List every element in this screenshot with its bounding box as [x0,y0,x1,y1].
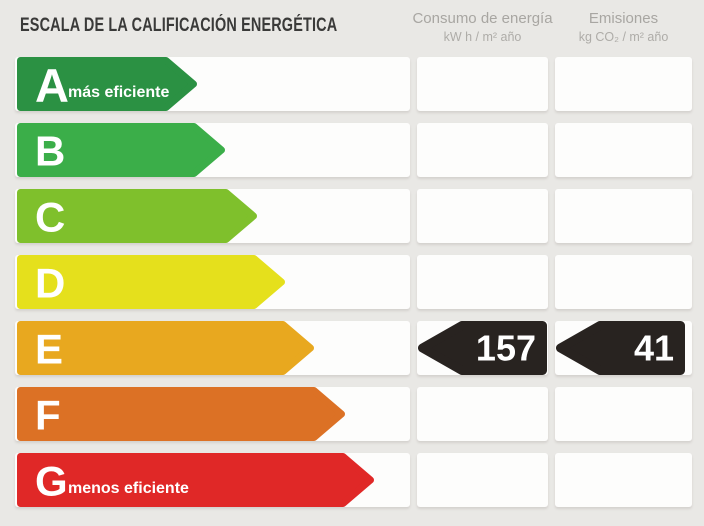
emissions-cell-C [555,189,692,243]
emissions-cell-D [555,255,692,309]
grade-letter-D: D [35,259,66,307]
consumption-cell-E: 157 [417,321,548,375]
scale-cell-F: F [15,387,410,441]
consumption-cell-G [417,453,548,507]
grade-arrow-G: G menos eficiente [17,453,374,507]
consumption-header-unit: kW h / m² año [443,30,522,44]
emissions-cell-E: 41 [555,321,692,375]
consumption-badge-shape: 157 [418,321,547,375]
consumption-badge-shape-value: 157 [476,328,536,369]
efficiency-note-G: menos eficiente [68,480,189,497]
rating-row-F: F [0,387,704,441]
consumption-cell-A [417,57,548,111]
emissions-header-unit: kg CO₂ / m² año [578,30,669,44]
scale-cell-E: E [15,321,410,375]
grade-letter-G: G [35,457,68,505]
grade-letter-A: A [35,58,69,112]
grade-arrow-E: E [17,321,314,375]
grade-arrow-shape-D [17,255,285,309]
grade-arrow-shape-B [17,123,225,177]
grade-letter-E: E [35,325,64,373]
efficiency-note-A: más eficiente [68,84,170,101]
grade-arrow-F: F [17,387,345,441]
rating-row-C: C [0,189,704,243]
grade-arrow-shape-F [17,387,345,441]
emissions-cell-B [555,123,692,177]
grade-letter-B: B [35,127,66,175]
grade-letter-C: C [35,193,66,241]
grade-arrow-shape-A [17,57,197,111]
emissions-badge-shape-value: 41 [634,328,674,369]
grade-arrow-C: C [17,189,257,243]
emissions-badge-shape: 41 [556,321,685,375]
consumption-cell-B [417,123,548,177]
emissions-header-label: Emisiones [588,10,659,27]
grade-arrow-D: D [17,255,285,309]
consumption-cell-C [417,189,548,243]
emissions-cell-G [555,453,692,507]
scale-cell-C: C [15,189,410,243]
scale-cell-A: A más eficiente [15,57,410,111]
emissions-cell-F [555,387,692,441]
rating-row-E: E 157 41 [0,321,704,375]
rating-rows: A más eficiente B C D [0,57,704,519]
rating-row-D: D [0,255,704,309]
emissions-badge: 41 [556,321,685,375]
grade-arrow-shape-C [17,189,257,243]
scale-cell-D: D [15,255,410,309]
rating-row-G: G menos eficiente [0,453,704,507]
scale-cell-B: B [15,123,410,177]
rating-row-B: B [0,123,704,177]
page-title: ESCALA DE LA CALIFICACIÓN ENERGÉTICA [20,15,338,36]
emissions-cell-A [555,57,692,111]
scale-cell-G: G menos eficiente [15,453,410,507]
grade-arrow-A: A más eficiente [17,57,197,111]
rating-row-A: A más eficiente [0,57,704,111]
consumption-cell-D [417,255,548,309]
grade-arrow-shape-E [17,321,314,375]
consumption-badge: 157 [418,321,547,375]
consumption-cell-F [417,387,548,441]
consumption-header-label: Consumo de energía [412,10,553,27]
grade-arrow-B: B [17,123,225,177]
column-header-consumption: Consumo de energía kW h / m² año [407,9,558,45]
column-header-emissions: Emisiones kg CO₂ / m² año [549,9,698,45]
grade-letter-F: F [35,391,61,439]
grade-arrow-shape-G [17,453,374,507]
